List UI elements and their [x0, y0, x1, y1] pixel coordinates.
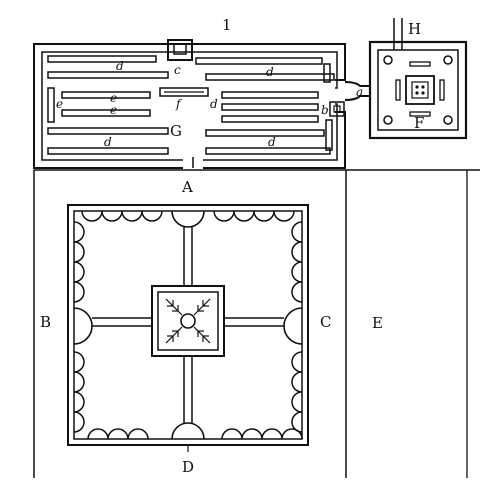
bed-right-top-2	[205, 73, 335, 81]
building-f-center-inner	[411, 81, 429, 99]
label-A: A	[181, 178, 193, 196]
corner-circle	[383, 115, 393, 125]
corner-circle	[383, 55, 393, 65]
label-C: C	[320, 313, 331, 331]
bed-left-top-1	[47, 55, 157, 63]
niche-right	[283, 307, 303, 345]
bed-e-1	[61, 91, 151, 99]
chamber-c-inner	[173, 43, 187, 55]
building-f-center-outer	[405, 75, 435, 105]
building-f-outer	[368, 40, 468, 140]
label-E: E	[372, 314, 383, 332]
chamber-b-inner	[333, 105, 341, 113]
bed-right-mid-2	[221, 103, 319, 111]
bed-left-top-2	[47, 71, 169, 79]
boundaries	[33, 169, 480, 478]
label-D: D	[182, 458, 194, 476]
passage-a	[344, 81, 370, 101]
scallops-bottom-left	[87, 428, 149, 440]
niche-bottom	[171, 422, 205, 440]
scallops-left-top	[73, 221, 85, 303]
label-d-bottom-left: d	[104, 135, 112, 149]
center-square-outer	[151, 285, 225, 357]
bed-right-bottom-1	[205, 129, 325, 137]
label-b: b	[321, 103, 329, 117]
scallops-right-bottom	[291, 351, 303, 433]
bed-right-mid-1	[221, 91, 319, 99]
chamber-c-outer	[167, 39, 193, 61]
label-F: F	[414, 114, 424, 132]
label-1: 1	[222, 16, 232, 34]
garden-border-inner	[73, 210, 303, 440]
bar	[409, 111, 431, 117]
bed-left-vertical	[47, 87, 55, 123]
label-a: a	[356, 85, 363, 99]
building-f-inner	[377, 49, 459, 131]
bar	[409, 61, 431, 67]
label-e-upper: e	[110, 91, 117, 105]
bed-left-bottom-1	[47, 127, 169, 135]
bed-left-bottom-2	[47, 147, 169, 155]
bed-right-vertical-2	[325, 119, 333, 151]
label-d-top-left: d	[116, 59, 124, 73]
bar	[395, 79, 401, 101]
labels: 1 H A B C D E F G a b c d d d d d e e e …	[40, 16, 424, 476]
corner-circle	[443, 115, 453, 125]
label-e-lower: e	[110, 103, 117, 117]
scallops-top-left	[81, 210, 163, 222]
building-g-outer-wall	[33, 43, 346, 169]
bed-right-vertical	[323, 63, 331, 83]
lower-garden	[67, 204, 309, 452]
label-c: c	[174, 63, 181, 77]
label-d-middle: d	[210, 97, 218, 111]
bed-right-mid-3	[221, 115, 319, 123]
bed-right-bottom-2	[205, 147, 331, 155]
building-g-inner-wall	[41, 51, 338, 161]
niche-left	[73, 307, 93, 345]
chamber-b-outer	[329, 101, 345, 117]
label-f: f	[175, 97, 183, 111]
building-f	[368, 18, 468, 140]
label-e-left: e	[56, 97, 63, 111]
fern-ornament	[165, 298, 211, 344]
niche-top	[171, 210, 205, 228]
bed-e-2	[61, 109, 151, 117]
label-d-top-right: d	[266, 65, 274, 79]
label-d-bottom-right: d	[268, 135, 276, 149]
label-B: B	[40, 313, 51, 331]
garden-border-outer	[67, 204, 309, 446]
corner-circle	[443, 55, 453, 65]
fountain-circle	[180, 313, 196, 329]
scallops-top-right	[213, 210, 295, 222]
bar	[439, 79, 445, 101]
bed-right-top-1	[195, 57, 323, 65]
label-H: H	[408, 20, 421, 38]
scallops-left-bottom	[73, 351, 85, 433]
scallops-bottom-right	[221, 428, 303, 440]
building-g	[33, 39, 346, 171]
label-G: G	[170, 122, 182, 140]
bed-f	[159, 87, 209, 97]
scallops-right-top	[291, 221, 303, 303]
center-square-inner	[157, 291, 219, 351]
